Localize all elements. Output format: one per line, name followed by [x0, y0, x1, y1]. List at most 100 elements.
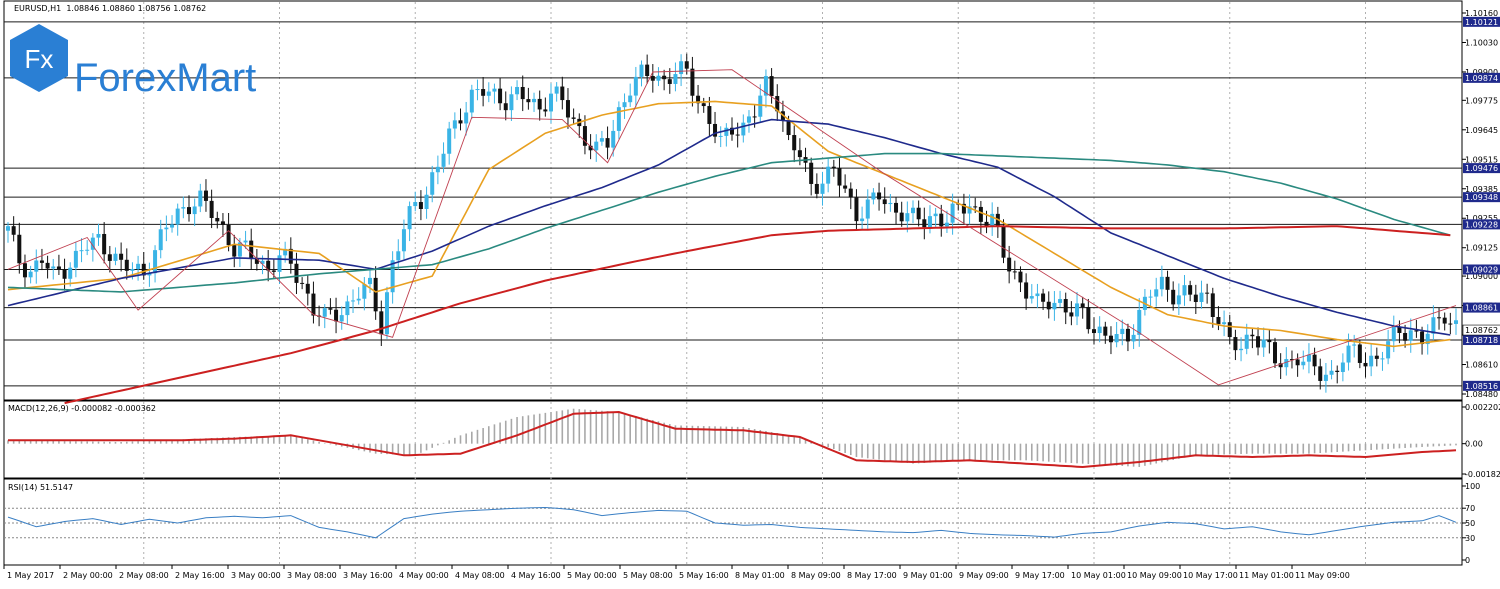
level-price-box	[1463, 72, 1500, 83]
candle-bull	[368, 277, 372, 285]
candle-bear	[1086, 307, 1091, 330]
candle-bull	[950, 203, 955, 223]
price-tick-label: 1.10030	[1465, 38, 1498, 47]
price-tick-label: 1.09000	[1465, 272, 1498, 281]
candle-bear	[792, 135, 797, 151]
candle-bear	[294, 263, 299, 283]
macd-tick-label: -0.001821	[1465, 470, 1500, 479]
candle-bull	[1222, 322, 1227, 325]
candle-bull	[509, 94, 514, 111]
logo-mark-text: Fx	[25, 44, 54, 74]
candle-bull	[396, 251, 401, 261]
candle-bull	[1329, 370, 1334, 375]
candle-bear	[854, 197, 859, 222]
level-price-label: 1.08718	[1465, 336, 1498, 345]
candle-bull	[85, 249, 90, 251]
candle-bear	[797, 150, 802, 158]
candle-bull	[1120, 328, 1125, 335]
candle-bull	[933, 213, 938, 217]
candle-bull	[1052, 302, 1057, 310]
candle-bear	[1216, 317, 1221, 325]
candle-bull	[401, 229, 406, 252]
candle-bull	[741, 122, 746, 136]
candle-bear	[605, 138, 610, 148]
candle-bear	[1312, 354, 1317, 367]
candle-bull	[554, 86, 559, 94]
x-axis-label: 9 May 09:00	[959, 571, 1009, 580]
candle-bear	[266, 260, 271, 271]
candle-bull	[1284, 359, 1289, 368]
candle-bear	[713, 123, 718, 137]
candle-bear	[769, 76, 774, 97]
candle-bull	[1369, 355, 1374, 367]
candle-bear	[848, 188, 853, 198]
candle-bear	[837, 167, 842, 186]
candle-bull	[865, 199, 870, 219]
candle-bear	[1289, 359, 1294, 361]
candle-bear	[1374, 355, 1379, 359]
candle-bull	[1176, 295, 1181, 305]
rsi-line	[7, 506, 1457, 539]
candle-bear	[1165, 276, 1170, 290]
x-axis-label: 4 May 16:00	[511, 571, 561, 580]
candle-bear	[707, 106, 712, 124]
candle-bear	[220, 221, 225, 225]
candle-bull	[1454, 320, 1458, 324]
x-axis-label: 9 May 17:00	[1015, 571, 1065, 580]
candle-bull	[616, 107, 621, 131]
candle-bull	[967, 206, 972, 214]
candle-bear	[498, 88, 503, 104]
candle-bear	[215, 217, 220, 222]
price-tick-label: 1.08480	[1465, 390, 1498, 399]
candle-bull	[345, 301, 350, 316]
rsi-tick-label: 0	[1465, 556, 1470, 565]
price-tick-label: 1.09645	[1465, 126, 1498, 135]
candle-bear	[752, 116, 757, 118]
candle-bull	[283, 248, 288, 256]
candle-bear	[1397, 326, 1402, 333]
candle-bull	[1097, 326, 1102, 334]
candle-bull	[1323, 374, 1328, 381]
candle-bull	[639, 64, 644, 77]
candle-bull	[1386, 341, 1391, 359]
candle-bull	[158, 229, 163, 251]
candle-bull	[469, 89, 474, 113]
candle-bull	[622, 102, 627, 108]
forexmart-logo: Fx ForexMart	[4, 20, 259, 100]
candle-bear	[328, 308, 333, 310]
candle-bull	[475, 89, 480, 91]
candle-bull	[175, 208, 180, 225]
candle-bear	[1108, 335, 1113, 343]
candle-bull	[28, 271, 33, 278]
x-axis-label: 4 May 08:00	[455, 571, 505, 580]
candle-bear	[1267, 339, 1272, 343]
candle-bull	[6, 226, 10, 231]
candle-bear	[11, 226, 16, 235]
level-price-label: 1.10121	[1465, 18, 1498, 27]
candle-bear	[1335, 370, 1340, 372]
macd-title: MACD(12,26,9) -0.000082 -0.000362	[8, 404, 156, 413]
price-tick-label: 1.09385	[1465, 185, 1498, 194]
x-axis-label: 10 May 09:00	[1127, 571, 1182, 580]
level-price-label: 1.09874	[1465, 74, 1498, 83]
candle-bull	[51, 266, 56, 269]
candle-bull	[34, 260, 39, 272]
candle-bull	[927, 216, 932, 228]
candle-bear	[271, 270, 276, 272]
candle-bull	[384, 292, 389, 335]
candle-bear	[1046, 301, 1051, 310]
candle-bull	[515, 86, 520, 95]
candle-bull	[549, 93, 553, 112]
candle-bear	[1041, 293, 1046, 302]
rsi-tick-label: 30	[1465, 534, 1475, 543]
candle-bull	[599, 138, 604, 142]
price-tick-label: 1.09900	[1465, 68, 1498, 77]
level-price-label: 1.09348	[1465, 193, 1498, 202]
x-axis-label: 4 May 00:00	[399, 571, 449, 580]
macd-panel-frame	[3, 400, 1463, 479]
candle-bear	[1357, 344, 1362, 363]
level-price-box	[1463, 16, 1500, 27]
candle-bull	[136, 263, 141, 269]
candle-bull	[1058, 299, 1063, 303]
